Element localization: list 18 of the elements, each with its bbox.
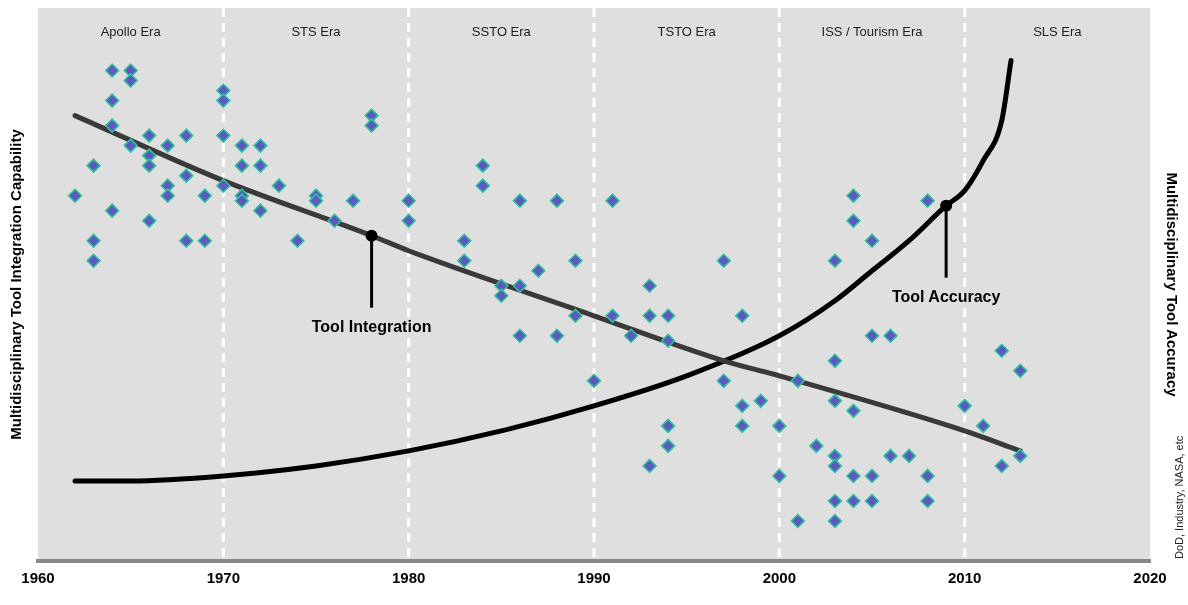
text: TSTO Era bbox=[657, 23, 717, 39]
text: ISS / Tourism Era bbox=[821, 23, 924, 39]
y-axis-title: Multidisciplinary Tool Integration Capability bbox=[7, 128, 25, 440]
text: SLS Era bbox=[1033, 23, 1083, 39]
y2-axis-title: Multidisciplinary Tool Accuracy bbox=[1163, 172, 1181, 398]
text: Apollo Era bbox=[100, 23, 162, 39]
text: SSTO Era bbox=[471, 23, 532, 39]
x-tick-label: 1960 bbox=[21, 569, 55, 587]
x-tick-label: 1980 bbox=[391, 569, 426, 587]
x-tick-label: 2020 bbox=[1133, 569, 1167, 587]
text: STS Era bbox=[291, 23, 342, 39]
annotation: Tool Integration bbox=[311, 318, 432, 336]
annotation: Tool Accuracy bbox=[891, 288, 1001, 306]
x-tick-label: 1990 bbox=[577, 569, 611, 587]
x-tick-label: 1970 bbox=[206, 569, 241, 587]
x-tick-label: 2010 bbox=[947, 569, 982, 587]
text: DoD, Industry, NASA, etc bbox=[1173, 435, 1186, 559]
x-tick-label: 2000 bbox=[762, 569, 797, 587]
